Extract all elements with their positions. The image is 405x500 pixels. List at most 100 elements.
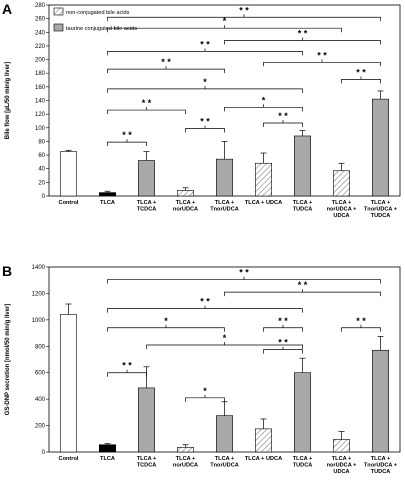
- y-tick-label: 160: [35, 85, 46, 91]
- y-tick-label: 1400: [32, 265, 46, 271]
- bar: [177, 190, 194, 197]
- y-tick-label: 240: [35, 30, 46, 36]
- significance-bracket: [107, 139, 147, 147]
- significance-label: *: [164, 316, 168, 326]
- y-tick-label: 280: [35, 3, 46, 9]
- y-tick-label: 140: [35, 99, 46, 105]
- significance-bracket: [224, 37, 381, 45]
- category-label: norUDCA: [173, 463, 198, 469]
- category-label: TnorUDCA +: [364, 207, 398, 213]
- bar: [372, 98, 389, 197]
- category-label: TLCA + UDCA: [245, 456, 282, 462]
- y-tick-label: 20: [38, 180, 45, 186]
- category-label: TLCA +: [293, 200, 313, 206]
- significance-bracket: [263, 120, 303, 128]
- y-axis-label-b: GS-DNP secretion [nmol/50 min/g liver]: [5, 304, 11, 416]
- significance-label: * *: [317, 50, 327, 60]
- significance-bracket: [107, 14, 381, 22]
- y-tick-label: 180: [35, 71, 46, 77]
- category-label: TLCA +: [332, 200, 352, 206]
- bar: [99, 192, 116, 197]
- bar: [138, 387, 155, 453]
- significance-label: * *: [298, 28, 308, 38]
- y-tick-label: 200: [35, 424, 46, 430]
- bar: [60, 314, 77, 453]
- category-label: TLCA +: [215, 456, 235, 462]
- chart-a-bile-flow: 0 20 40 60 80 100 120 140 160 180 200 220 240 260 280 B…: [5, 3, 401, 219]
- category-label: TCDCA: [137, 207, 157, 213]
- category-label: Control: [59, 200, 79, 206]
- y-tick-label: 0: [42, 194, 46, 200]
- category-label: UDCA: [333, 213, 349, 219]
- y-tick-label: 40: [38, 167, 45, 173]
- bar: [255, 162, 272, 197]
- category-label: TLCA: [100, 456, 115, 462]
- significance-label: * *: [278, 111, 288, 121]
- significance-label: *: [223, 333, 227, 343]
- significance-bracket: [263, 59, 381, 67]
- y-axis-label-a: Bile flow [µL/50 min/g liver]: [5, 62, 11, 139]
- category-label: TLCA + UDCA: [245, 200, 282, 206]
- category-label: Control: [59, 456, 79, 462]
- bar: [294, 135, 311, 197]
- category-label: TCDCA: [137, 463, 157, 469]
- panel-label-b: B: [2, 263, 12, 279]
- panel-label-a: A: [2, 1, 12, 17]
- bar: [177, 447, 194, 453]
- significance-label: * *: [239, 5, 249, 15]
- significance-label: * *: [200, 39, 210, 49]
- significance-bracket: [107, 276, 381, 284]
- category-label: UDCA: [333, 469, 349, 475]
- bar: [216, 158, 233, 197]
- y-tick-label: 120: [35, 112, 46, 118]
- category-label: TUDCA: [371, 469, 391, 475]
- category-label: TnorUDCA +: [364, 463, 398, 469]
- significance-bracket: [185, 125, 225, 133]
- bar: [255, 428, 272, 453]
- bar: [99, 444, 116, 453]
- category-label: TnorUDCA: [210, 463, 239, 469]
- category-label: norUDCA +: [327, 463, 358, 469]
- significance-label: * *: [239, 268, 249, 278]
- category-label: TUDCA: [371, 213, 391, 219]
- category-label: TLCA +: [176, 456, 196, 462]
- category-label: TLCA +: [293, 456, 313, 462]
- significance-bracket: [224, 104, 303, 112]
- bar: [333, 439, 350, 453]
- y-tick-label: 400: [35, 397, 46, 403]
- significance-bracket: [146, 341, 303, 349]
- category-label: TUDCA: [293, 207, 313, 213]
- bar: [294, 372, 311, 453]
- significance-bracket: [107, 48, 303, 56]
- significance-label: * *: [298, 280, 308, 290]
- category-label: TLCA +: [332, 456, 352, 462]
- category-label: TLCA +: [215, 200, 235, 206]
- significance-bracket: [263, 346, 303, 354]
- significance-bracket: [107, 107, 186, 115]
- y-tick-label: 60: [38, 153, 45, 159]
- category-label: TLCA +: [137, 200, 157, 206]
- category-label: TLCA +: [176, 200, 196, 206]
- significance-bracket: [107, 324, 225, 332]
- y-tick-label: 600: [35, 371, 46, 377]
- legend-label: non-conjugated bile acids: [66, 10, 130, 16]
- category-label: norUDCA +: [327, 207, 358, 213]
- y-tick-label: 260: [35, 17, 46, 23]
- significance-label: * *: [278, 338, 288, 348]
- category-label: TnorUDCA: [210, 207, 239, 213]
- y-tick-label: 800: [35, 344, 46, 350]
- y-tick-label: 200: [35, 58, 46, 64]
- y-tick-label: 1000: [32, 318, 46, 324]
- significance-bracket: [107, 66, 225, 74]
- y-tick-label: 220: [35, 44, 46, 50]
- category-label: TLCA: [100, 200, 115, 206]
- significance-label: *: [203, 77, 207, 87]
- bar: [60, 151, 77, 197]
- chart-b-gsdnp-secretion: 0 200 400 600 800 1000 1200 1400 GS-DNP secretio…: [5, 265, 401, 475]
- bar: [216, 415, 233, 453]
- significance-bracket: [341, 324, 381, 332]
- significance-bracket: [107, 305, 303, 313]
- y-tick-label: 100: [35, 126, 46, 132]
- significance-label: * *: [161, 57, 171, 67]
